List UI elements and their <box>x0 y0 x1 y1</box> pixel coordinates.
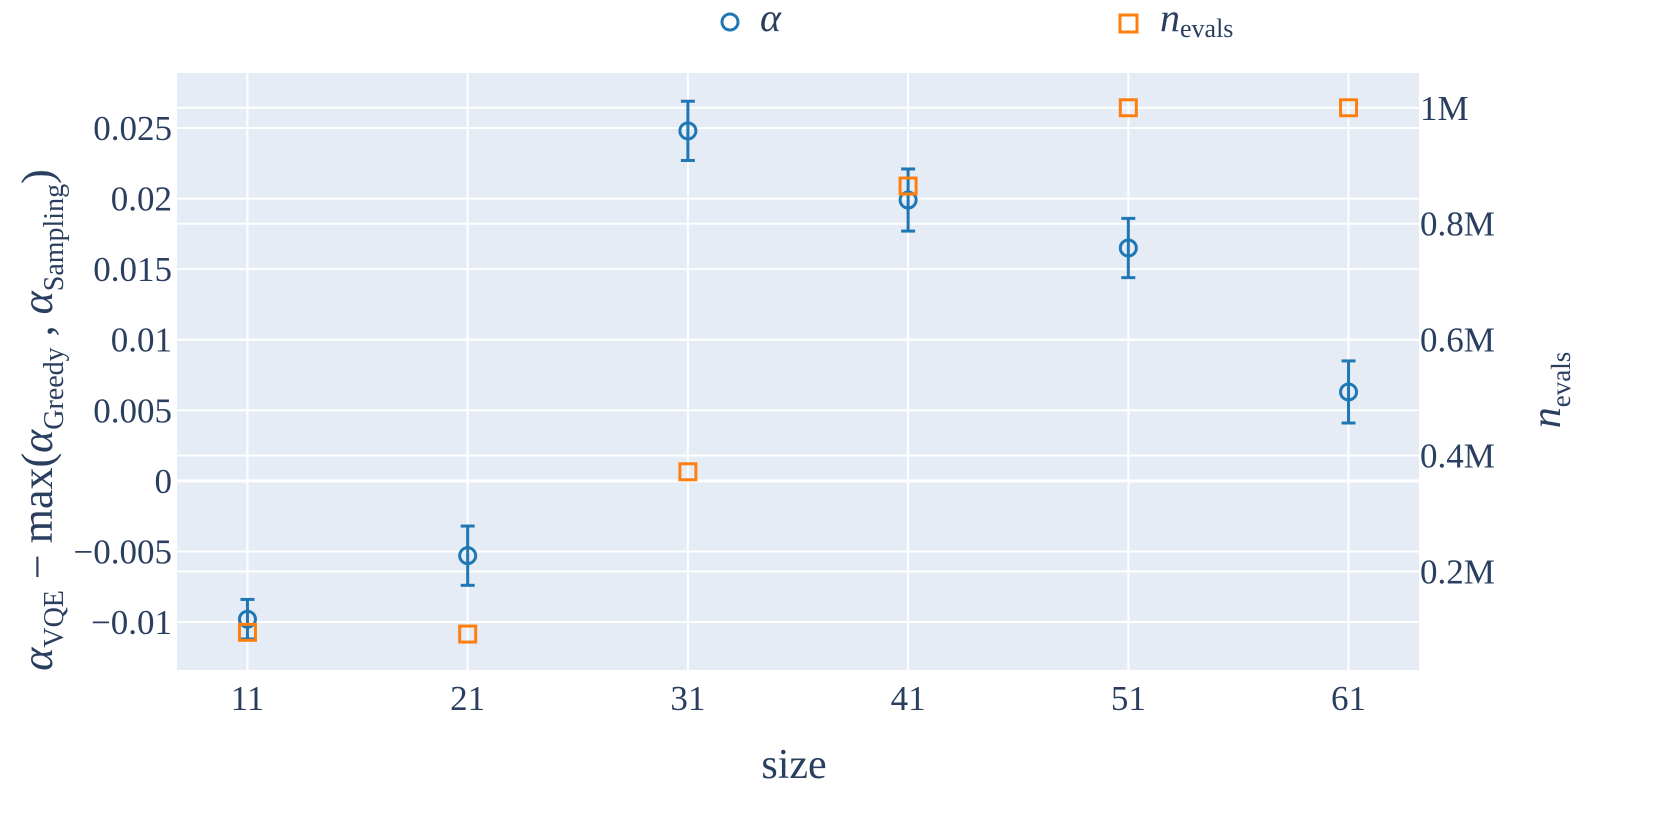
grid <box>177 73 1419 670</box>
y-right-axis-label: nevals <box>1524 352 1576 428</box>
x-tick-label: 51 <box>1111 679 1146 718</box>
y-right-tick-label: 0.8M <box>1420 205 1495 244</box>
y-left-tick-label: 0.01 <box>111 321 172 360</box>
legend-label-nevals: nevals <box>1160 0 1233 43</box>
x-tick-label: 11 <box>231 679 265 718</box>
x-tick-label: 41 <box>891 679 926 718</box>
x-axis-ticks: 11 21 31 41 51 61 <box>231 679 1366 718</box>
alpha-point <box>237 609 257 629</box>
y-left-tick-label: 0 <box>155 462 173 501</box>
x-tick-label: 31 <box>670 679 705 718</box>
y-left-tick-label: −0.005 <box>74 532 173 571</box>
legend-marker-nevals <box>1118 13 1139 34</box>
nevals-point <box>458 624 478 644</box>
nevals-point <box>678 462 698 482</box>
y-left-tick-label: 0.02 <box>111 180 172 219</box>
y-right-tick-label: 1M <box>1420 89 1469 128</box>
nevals-point <box>1118 98 1138 118</box>
alpha-point <box>458 546 478 566</box>
alpha-point <box>1339 382 1359 402</box>
y-right-axis-ticks: 0.2M 0.4M 0.6M 0.8M 1M <box>1420 89 1495 592</box>
legend-label-alpha: α <box>760 0 782 40</box>
nevals-point <box>237 622 257 642</box>
y-left-tick-label: 0.005 <box>93 391 172 430</box>
data-marks <box>237 98 1359 644</box>
y-right-tick-label: 0.4M <box>1420 437 1495 476</box>
y-left-tick-label: −0.01 <box>91 603 172 642</box>
alpha-point <box>678 121 698 141</box>
x-axis-label: size <box>761 742 826 788</box>
alpha-point <box>1118 238 1138 258</box>
y-left-axis-label: αVQE − max(αGreedy , αSampling) <box>13 169 70 671</box>
nevals-point <box>1339 98 1359 118</box>
y-right-tick-label: 0.6M <box>1420 321 1495 360</box>
y-right-tick-label: 0.2M <box>1420 552 1495 591</box>
y-left-tick-label: 0.015 <box>93 250 172 289</box>
legend-marker-alpha <box>720 12 740 32</box>
alpha-point <box>898 190 918 210</box>
y-left-axis-ticks: −0.01 −0.005 0 0.005 0.01 0.015 0.02 0.025 <box>74 109 173 642</box>
y-left-tick-label: 0.025 <box>93 109 172 148</box>
nevals-point <box>898 176 918 196</box>
plot-background <box>177 73 1419 670</box>
x-tick-label: 21 <box>450 679 485 718</box>
legend: α nevals <box>720 0 1233 43</box>
x-tick-label: 61 <box>1331 679 1366 718</box>
